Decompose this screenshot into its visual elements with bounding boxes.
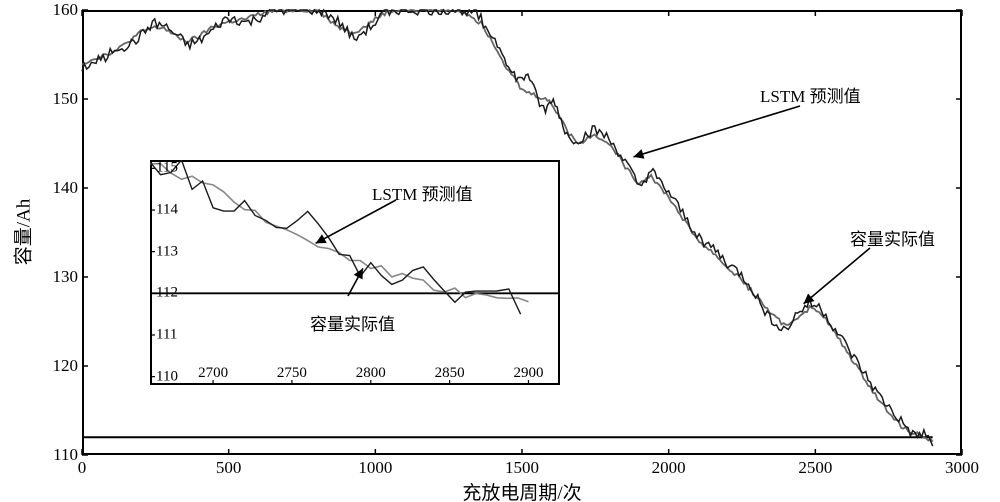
y-tick-110: 110 [53,445,78,465]
inset-ytick-113: 113 [156,243,178,260]
x-tick-2000: 2000 [652,458,686,478]
x-tick-3000: 3000 [945,458,979,478]
chart-container: 容量/Ah 充放电周期/次 110 120 130 140 150 160 0 500 1000… [0,0,1000,502]
inset-ytick-112: 112 [156,285,178,302]
main-annotation-1: 容量实际值 [850,225,935,250]
inset-xtick-2800: 2800 [356,365,386,382]
inset-annotation-1: 容量实际值 [310,310,395,335]
inset-ytick-111: 111 [156,327,177,344]
inset-xtick-2700: 2700 [198,365,228,382]
inset-ytick-110: 110 [156,368,178,385]
y-tick-160: 160 [53,0,79,20]
x-tick-1000: 1000 [358,458,392,478]
x-tick-500: 500 [216,458,242,478]
inset-arrow-0-line [316,200,396,243]
inset-xtick-2850: 2850 [435,365,465,382]
inset-ytick-114: 114 [156,202,178,219]
y-tick-150: 150 [53,89,79,109]
inset-annotation-0: LSTM 预测值 [372,180,473,205]
inset-plot-svg [0,0,1000,502]
y-tick-120: 120 [53,356,79,376]
y-tick-140: 140 [53,178,79,198]
y-tick-130: 130 [53,267,79,287]
x-axis-label: 充放电周期/次 [462,478,581,502]
main-annotation-0: LSTM 预测值 [760,82,861,107]
x-tick-0: 0 [78,458,87,478]
x-tick-1500: 1500 [505,458,539,478]
inset-xtick-2750: 2750 [277,365,307,382]
inset-ytick-115: 115 [156,160,178,177]
y-axis-label: 容量/Ah [9,199,36,266]
x-tick-2500: 2500 [798,458,832,478]
inset-xtick-2900: 2900 [513,365,543,382]
